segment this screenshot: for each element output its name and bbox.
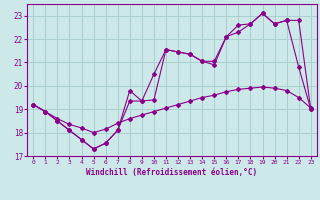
X-axis label: Windchill (Refroidissement éolien,°C): Windchill (Refroidissement éolien,°C) (86, 168, 258, 177)
